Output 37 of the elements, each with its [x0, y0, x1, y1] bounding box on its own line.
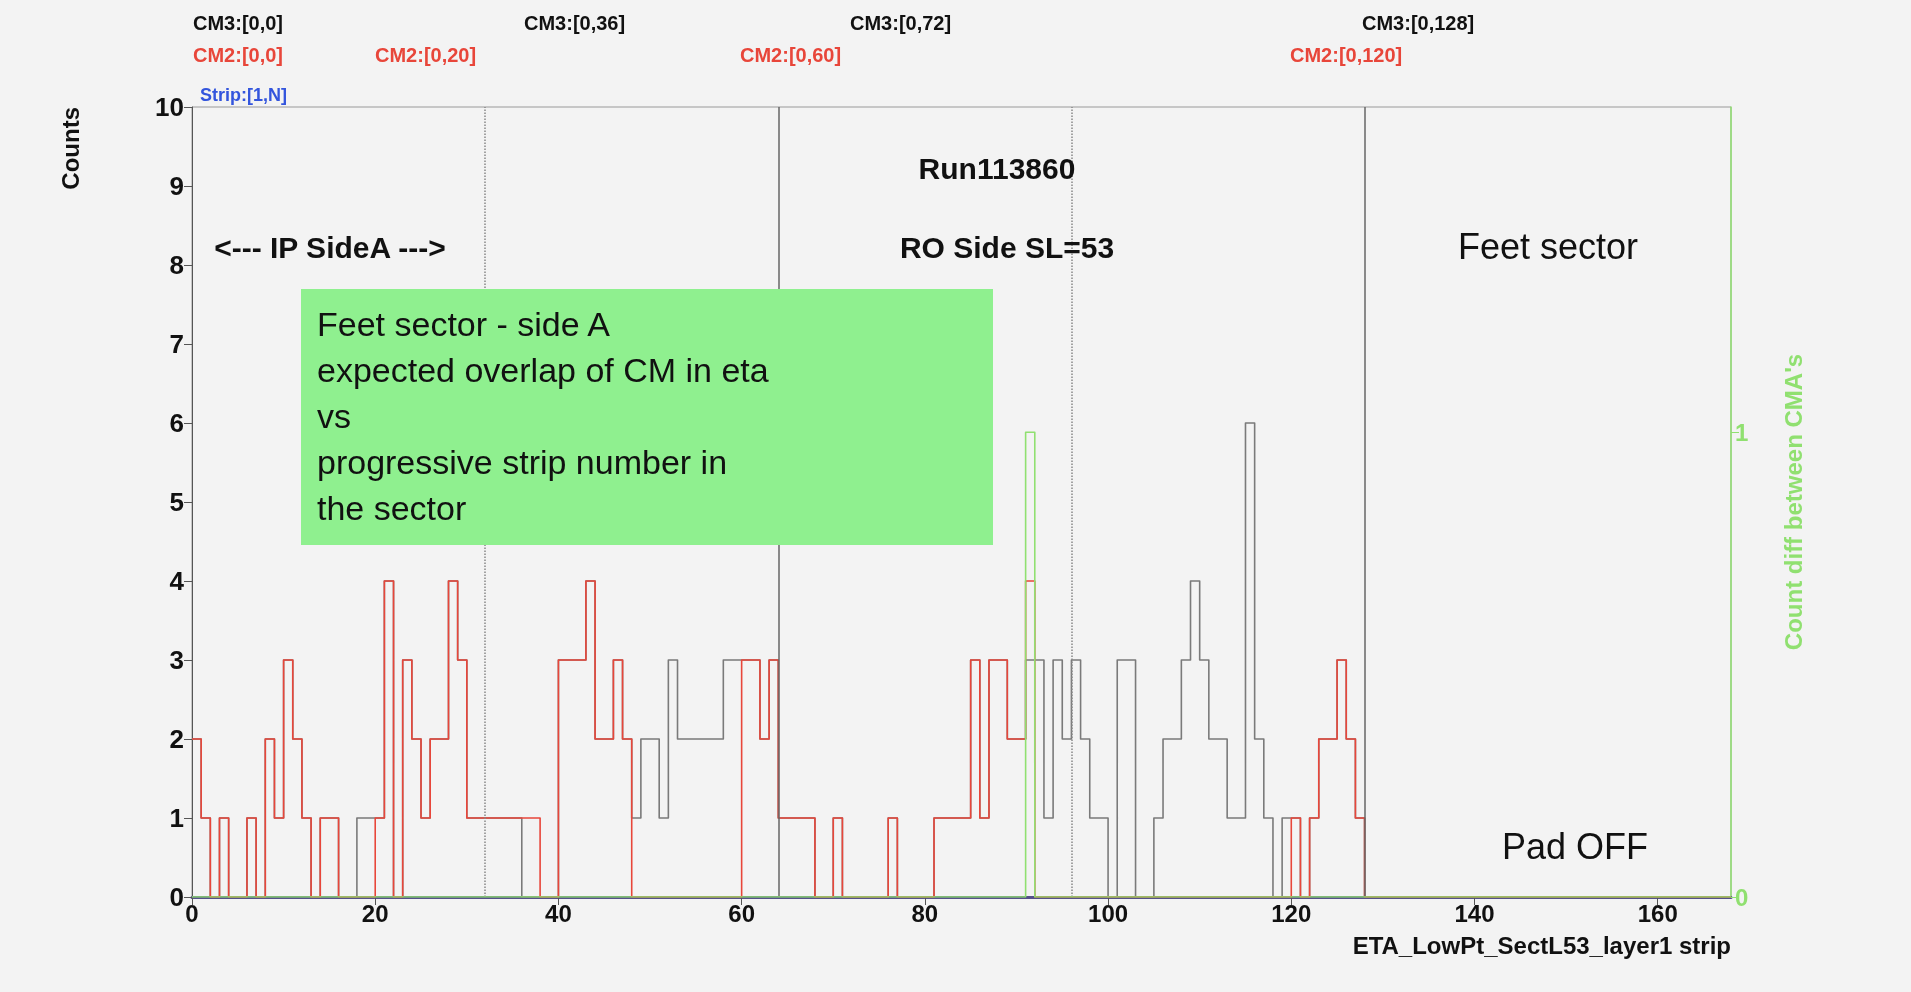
x-tick-label: 120 [1271, 899, 1312, 927]
x-tick-label: 80 [911, 899, 939, 927]
y2-tick-label: 1 [1735, 418, 1749, 446]
x-tick-label: 140 [1454, 899, 1495, 927]
x-tick-label: 40 [545, 899, 572, 927]
text: CM3:[0,72] [850, 12, 952, 34]
text: CM2:[0,0] [193, 44, 284, 66]
x-tick-label: 100 [1088, 899, 1129, 927]
text: Strip:[1,N] [200, 85, 287, 105]
text: CM2:[0,120] [1290, 44, 1403, 66]
x-axis-title: ETA_LowPt_SectL53_layer1 strip [1352, 931, 1731, 959]
y-tick-label: 10 [155, 92, 184, 122]
y-axis-title: Counts [56, 107, 84, 190]
annotation: Feet sector - side A expected overlap of CM in eta vs progressive strip number in the sector [317, 304, 770, 529]
y-tick-label: 4 [169, 566, 185, 596]
y-tick-label: 7 [169, 329, 184, 359]
text: CM3:[0,0] [193, 12, 284, 34]
y-tick-label: 6 [169, 408, 184, 438]
y-tick-label: 5 [169, 487, 184, 517]
y2-axis-title: Count diff between CMA's [1779, 353, 1807, 651]
x-tick-label: 60 [728, 899, 755, 927]
annotation: <--- IP SideA ---> [214, 230, 446, 264]
y-tick-label: 1 [169, 803, 184, 833]
text: CM2:[0,60] [740, 44, 842, 66]
annotation: RO Side SL=53 [899, 230, 1115, 264]
annotation: Pad OFF [1501, 825, 1649, 867]
x-tick-label: 20 [361, 899, 389, 927]
y-tick-label: 3 [169, 645, 184, 675]
y-tick-label: 2 [169, 724, 184, 754]
text: CM2:[0,20] [375, 44, 477, 66]
text: CM3:[0,128] [1362, 12, 1475, 34]
y-tick-label: 9 [169, 171, 184, 201]
y-tick-label: 8 [169, 250, 184, 280]
x-tick-label: 160 [1637, 899, 1678, 927]
annotation: Run113860 [918, 151, 1076, 185]
annotation: Feet sector [1457, 225, 1639, 267]
text: CM3:[0,36] [524, 12, 626, 34]
